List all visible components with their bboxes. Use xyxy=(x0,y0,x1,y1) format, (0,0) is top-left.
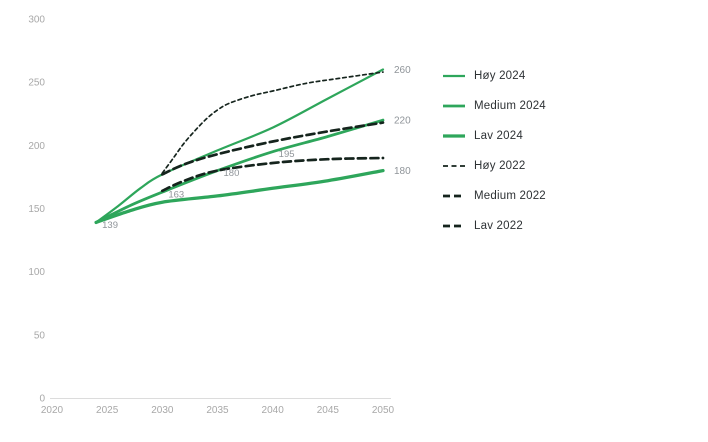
y-axis-tick-label: 300 xyxy=(28,15,45,26)
y-axis-tick-label: 250 xyxy=(28,78,45,89)
legend-swatch-icon xyxy=(443,224,465,227)
legend-label: Høy 2024 xyxy=(474,69,526,82)
y-axis-tick-label: 50 xyxy=(34,330,46,341)
chart-legend: Høy 2024 Medium 2024 Lav 2024 Høy 2022 Mediu… xyxy=(443,66,546,235)
legend-item-medium-2024: Medium 2024 xyxy=(443,96,546,115)
legend-swatch-icon xyxy=(443,164,465,167)
data-point-label: 195 xyxy=(279,149,295,160)
legend-item-høy-2024: Høy 2024 xyxy=(443,66,546,85)
legend-label: Medium 2022 xyxy=(474,189,546,202)
series-line-lav-2022 xyxy=(160,156,385,193)
series-line-høy-2024 xyxy=(95,68,385,224)
legend-swatch-icon xyxy=(443,194,465,197)
legend-swatch-icon xyxy=(443,74,465,77)
x-axis-tick-label: 2025 xyxy=(96,405,119,416)
x-axis-tick-label: 2045 xyxy=(317,405,340,416)
y-axis-tick-label: 0 xyxy=(39,394,45,405)
y-axis-tick-label: 150 xyxy=(28,204,45,215)
legend-item-lav-2022: Lav 2022 xyxy=(443,216,546,235)
series-end-label: 220 xyxy=(394,116,411,127)
y-axis-tick-label: 100 xyxy=(28,267,45,278)
legend-label: Lav 2022 xyxy=(474,219,523,232)
legend-label: Medium 2024 xyxy=(474,99,546,112)
legend-item-lav-2024: Lav 2024 xyxy=(443,126,546,145)
legend-label: Høy 2022 xyxy=(474,159,526,172)
x-axis-tick-label: 2035 xyxy=(206,405,229,416)
legend-label: Lav 2024 xyxy=(474,129,523,142)
legend-item-høy-2022: Høy 2022 xyxy=(443,156,546,175)
series-line-høy-2022 xyxy=(161,71,384,174)
series-end-label: 260 xyxy=(394,65,411,76)
data-point-label: 139 xyxy=(102,220,118,231)
data-point-label: 163 xyxy=(168,189,184,200)
series-line-medium-2022 xyxy=(160,121,385,176)
series-end-label: 180 xyxy=(394,166,411,177)
x-axis-tick-label: 2020 xyxy=(41,405,64,416)
x-axis-tick-label: 2030 xyxy=(151,405,174,416)
x-axis-tick-label: 2040 xyxy=(262,405,285,416)
y-axis-tick-label: 200 xyxy=(28,141,45,152)
legend-swatch-icon xyxy=(443,133,465,138)
series-line-lav-2024 xyxy=(94,168,385,225)
x-axis-tick-label: 2050 xyxy=(372,405,395,416)
legend-item-medium-2022: Medium 2022 xyxy=(443,186,546,205)
data-point-label: 180 xyxy=(224,168,240,179)
legend-swatch-icon xyxy=(443,104,465,107)
